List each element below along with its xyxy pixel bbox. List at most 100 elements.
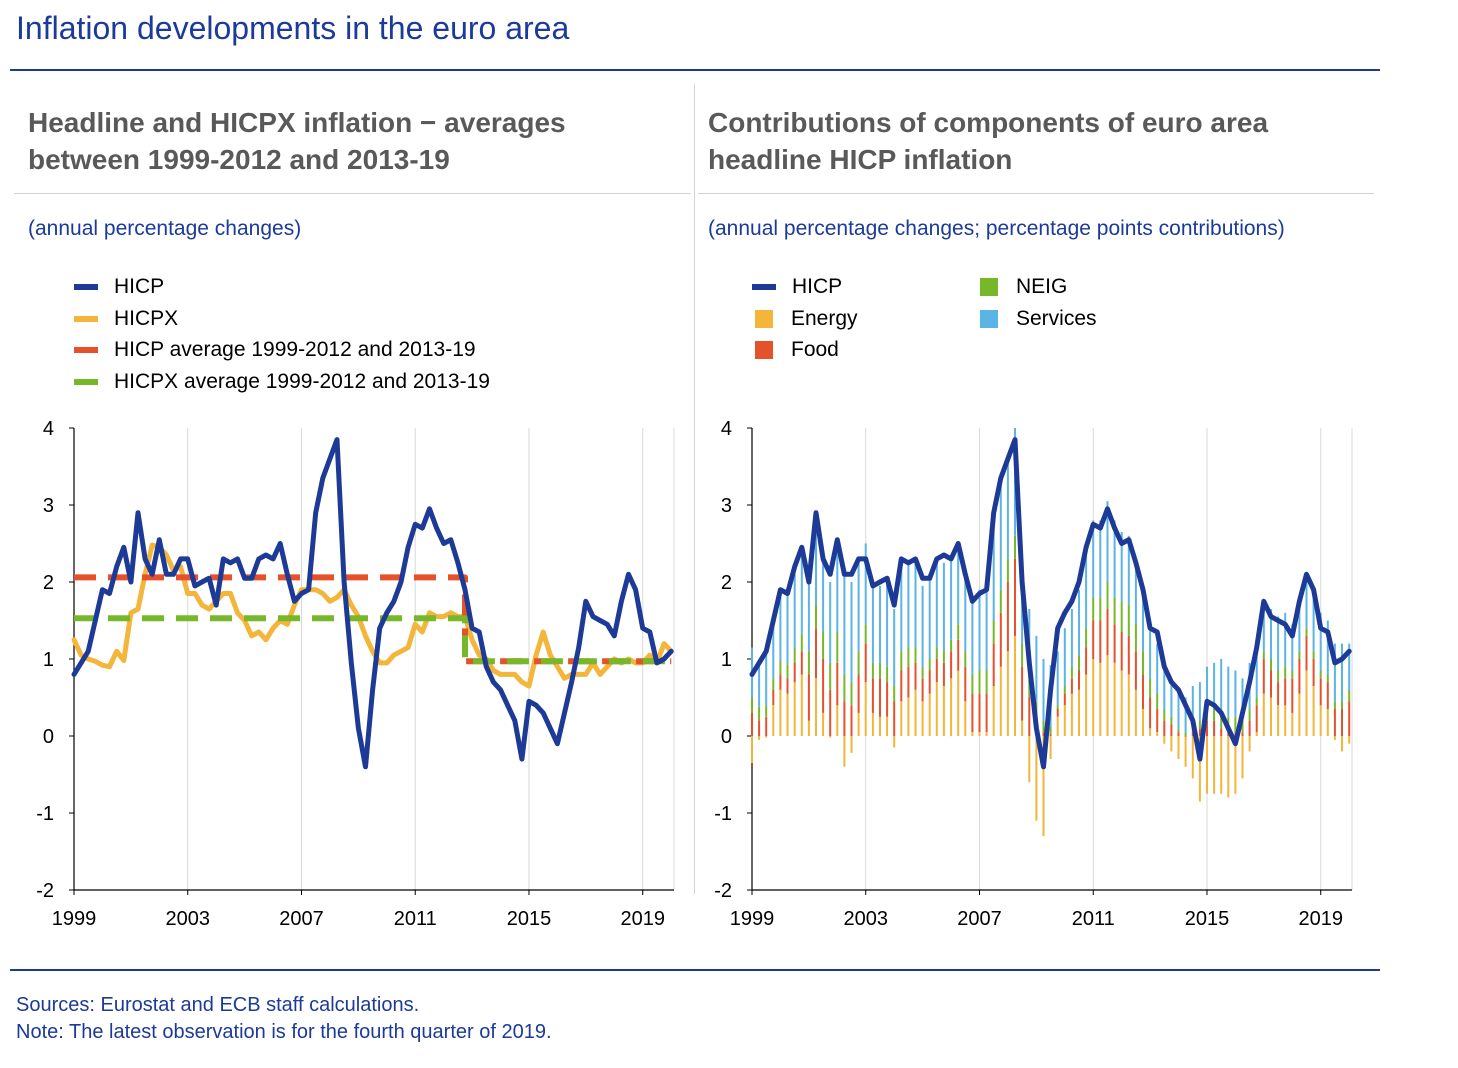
bottom-rule <box>10 969 1380 971</box>
bar-neig <box>772 678 775 690</box>
bar-food <box>1255 705 1258 733</box>
bar-energy <box>942 686 945 736</box>
bar-services <box>843 570 846 675</box>
bar-neig <box>1056 705 1059 709</box>
bar-food <box>786 678 789 694</box>
x-tick-label: 2019 <box>620 908 665 930</box>
bar-energy <box>1049 736 1052 760</box>
bar-energy <box>829 736 832 738</box>
bar-energy <box>1106 655 1109 736</box>
legend-swatch-hicp <box>74 284 98 290</box>
bar-food <box>1177 732 1180 736</box>
bar-food <box>978 693 981 733</box>
bar-services <box>1191 686 1194 725</box>
legend-label: HICPX <box>114 307 179 330</box>
bar-services <box>928 578 931 659</box>
bar-food <box>1156 709 1159 733</box>
bar-food <box>822 659 825 713</box>
bar-neig <box>1284 666 1287 679</box>
legend-label: Energy <box>791 307 858 330</box>
x-tick-label: 2003 <box>843 908 888 930</box>
bar-neig <box>1270 659 1272 671</box>
bar-services <box>1206 666 1208 709</box>
footnote-sources: Sources: Eurostat and ECB staff calculat… <box>16 994 420 1016</box>
bar-energy <box>978 732 981 736</box>
bar-neig <box>1106 582 1109 609</box>
bar-energy <box>1198 736 1201 802</box>
bar-neig <box>1078 655 1080 671</box>
bar-services <box>1149 620 1152 679</box>
bar-energy <box>772 705 775 736</box>
page-title: Inflation developments in the euro area <box>16 10 570 46</box>
bar-energy <box>1149 728 1152 736</box>
bar-services <box>1120 532 1123 602</box>
bar-food <box>942 662 945 686</box>
bar-food <box>928 670 931 694</box>
bar-energy <box>1298 693 1301 736</box>
bar-services <box>1348 643 1351 690</box>
bar-food <box>1170 724 1173 736</box>
bar-energy <box>793 682 796 736</box>
bar-services <box>1156 643 1159 694</box>
bar-services <box>1220 659 1223 713</box>
y-tick-label: -1 <box>714 803 732 825</box>
bar-food <box>907 666 910 698</box>
bar-energy <box>914 689 917 736</box>
bar-services <box>1134 558 1137 625</box>
y-tick-label: 2 <box>721 572 732 594</box>
bar-neig <box>1142 651 1144 675</box>
bar-neig <box>1156 693 1159 709</box>
bar-services <box>992 524 995 621</box>
bar-food <box>1198 728 1201 736</box>
bar-energy <box>1085 674 1088 736</box>
y-tick-label: 0 <box>43 726 54 748</box>
legend-swatch-hicp <box>752 284 776 290</box>
bar-food <box>1113 624 1116 663</box>
bar-energy <box>1255 732 1258 736</box>
left-legend-hicpx: HICPX <box>74 307 178 331</box>
bar-food <box>1305 635 1308 671</box>
y-tick-label: 3 <box>43 495 54 517</box>
bar-services <box>1319 612 1322 671</box>
bar-services <box>1163 666 1166 709</box>
bar-neig <box>1092 597 1095 621</box>
bar-food <box>1284 678 1287 706</box>
y-tick-label: 2 <box>43 572 54 594</box>
bar-services <box>957 543 960 625</box>
bar-food <box>857 674 860 713</box>
right-panel-subtitle: (annual percentage changes; percentage p… <box>708 217 1285 240</box>
y-tick-label: 3 <box>721 495 732 517</box>
bar-food <box>879 678 881 717</box>
y-tick-label: 1 <box>721 649 732 671</box>
legend-swatch-services <box>980 310 998 328</box>
bar-energy <box>857 712 860 736</box>
bar-energy <box>1270 697 1272 736</box>
bar-energy <box>1156 732 1159 736</box>
bar-neig <box>1149 678 1152 698</box>
bar-neig <box>786 664 789 679</box>
bar-neig <box>1014 535 1016 559</box>
bar-food <box>921 678 924 702</box>
bar-food <box>850 705 853 736</box>
legend-swatch-neig <box>980 278 998 296</box>
bar-services <box>786 595 789 665</box>
legend-label: Services <box>1016 307 1097 330</box>
legend-label: HICP <box>792 275 843 298</box>
bar-energy <box>985 732 988 736</box>
bar-neig <box>765 705 768 717</box>
bar-food <box>1134 651 1137 690</box>
bar-food <box>1006 582 1009 652</box>
legend-swatch-hicpx <box>74 316 98 322</box>
y-tick-label: -2 <box>714 880 732 902</box>
x-tick-label: 1999 <box>52 908 97 930</box>
bar-energy <box>815 678 817 737</box>
bar-services <box>1305 574 1308 629</box>
bar-neig <box>1134 624 1137 652</box>
bar-services <box>879 585 881 663</box>
bar-neig <box>1341 701 1343 709</box>
bar-services <box>822 555 825 632</box>
bar-neig <box>1333 701 1336 709</box>
bar-services <box>829 582 832 663</box>
bar-energy <box>822 712 825 736</box>
bar-neig <box>843 674 846 702</box>
